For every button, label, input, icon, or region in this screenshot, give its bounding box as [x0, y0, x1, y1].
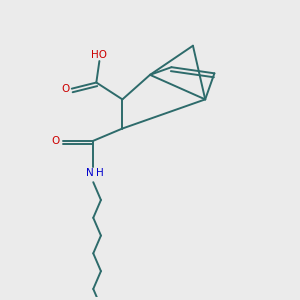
Text: O: O: [61, 84, 69, 94]
Text: HO: HO: [92, 50, 107, 59]
Text: H: H: [96, 168, 104, 178]
Text: N: N: [85, 168, 93, 178]
Text: O: O: [52, 136, 60, 146]
